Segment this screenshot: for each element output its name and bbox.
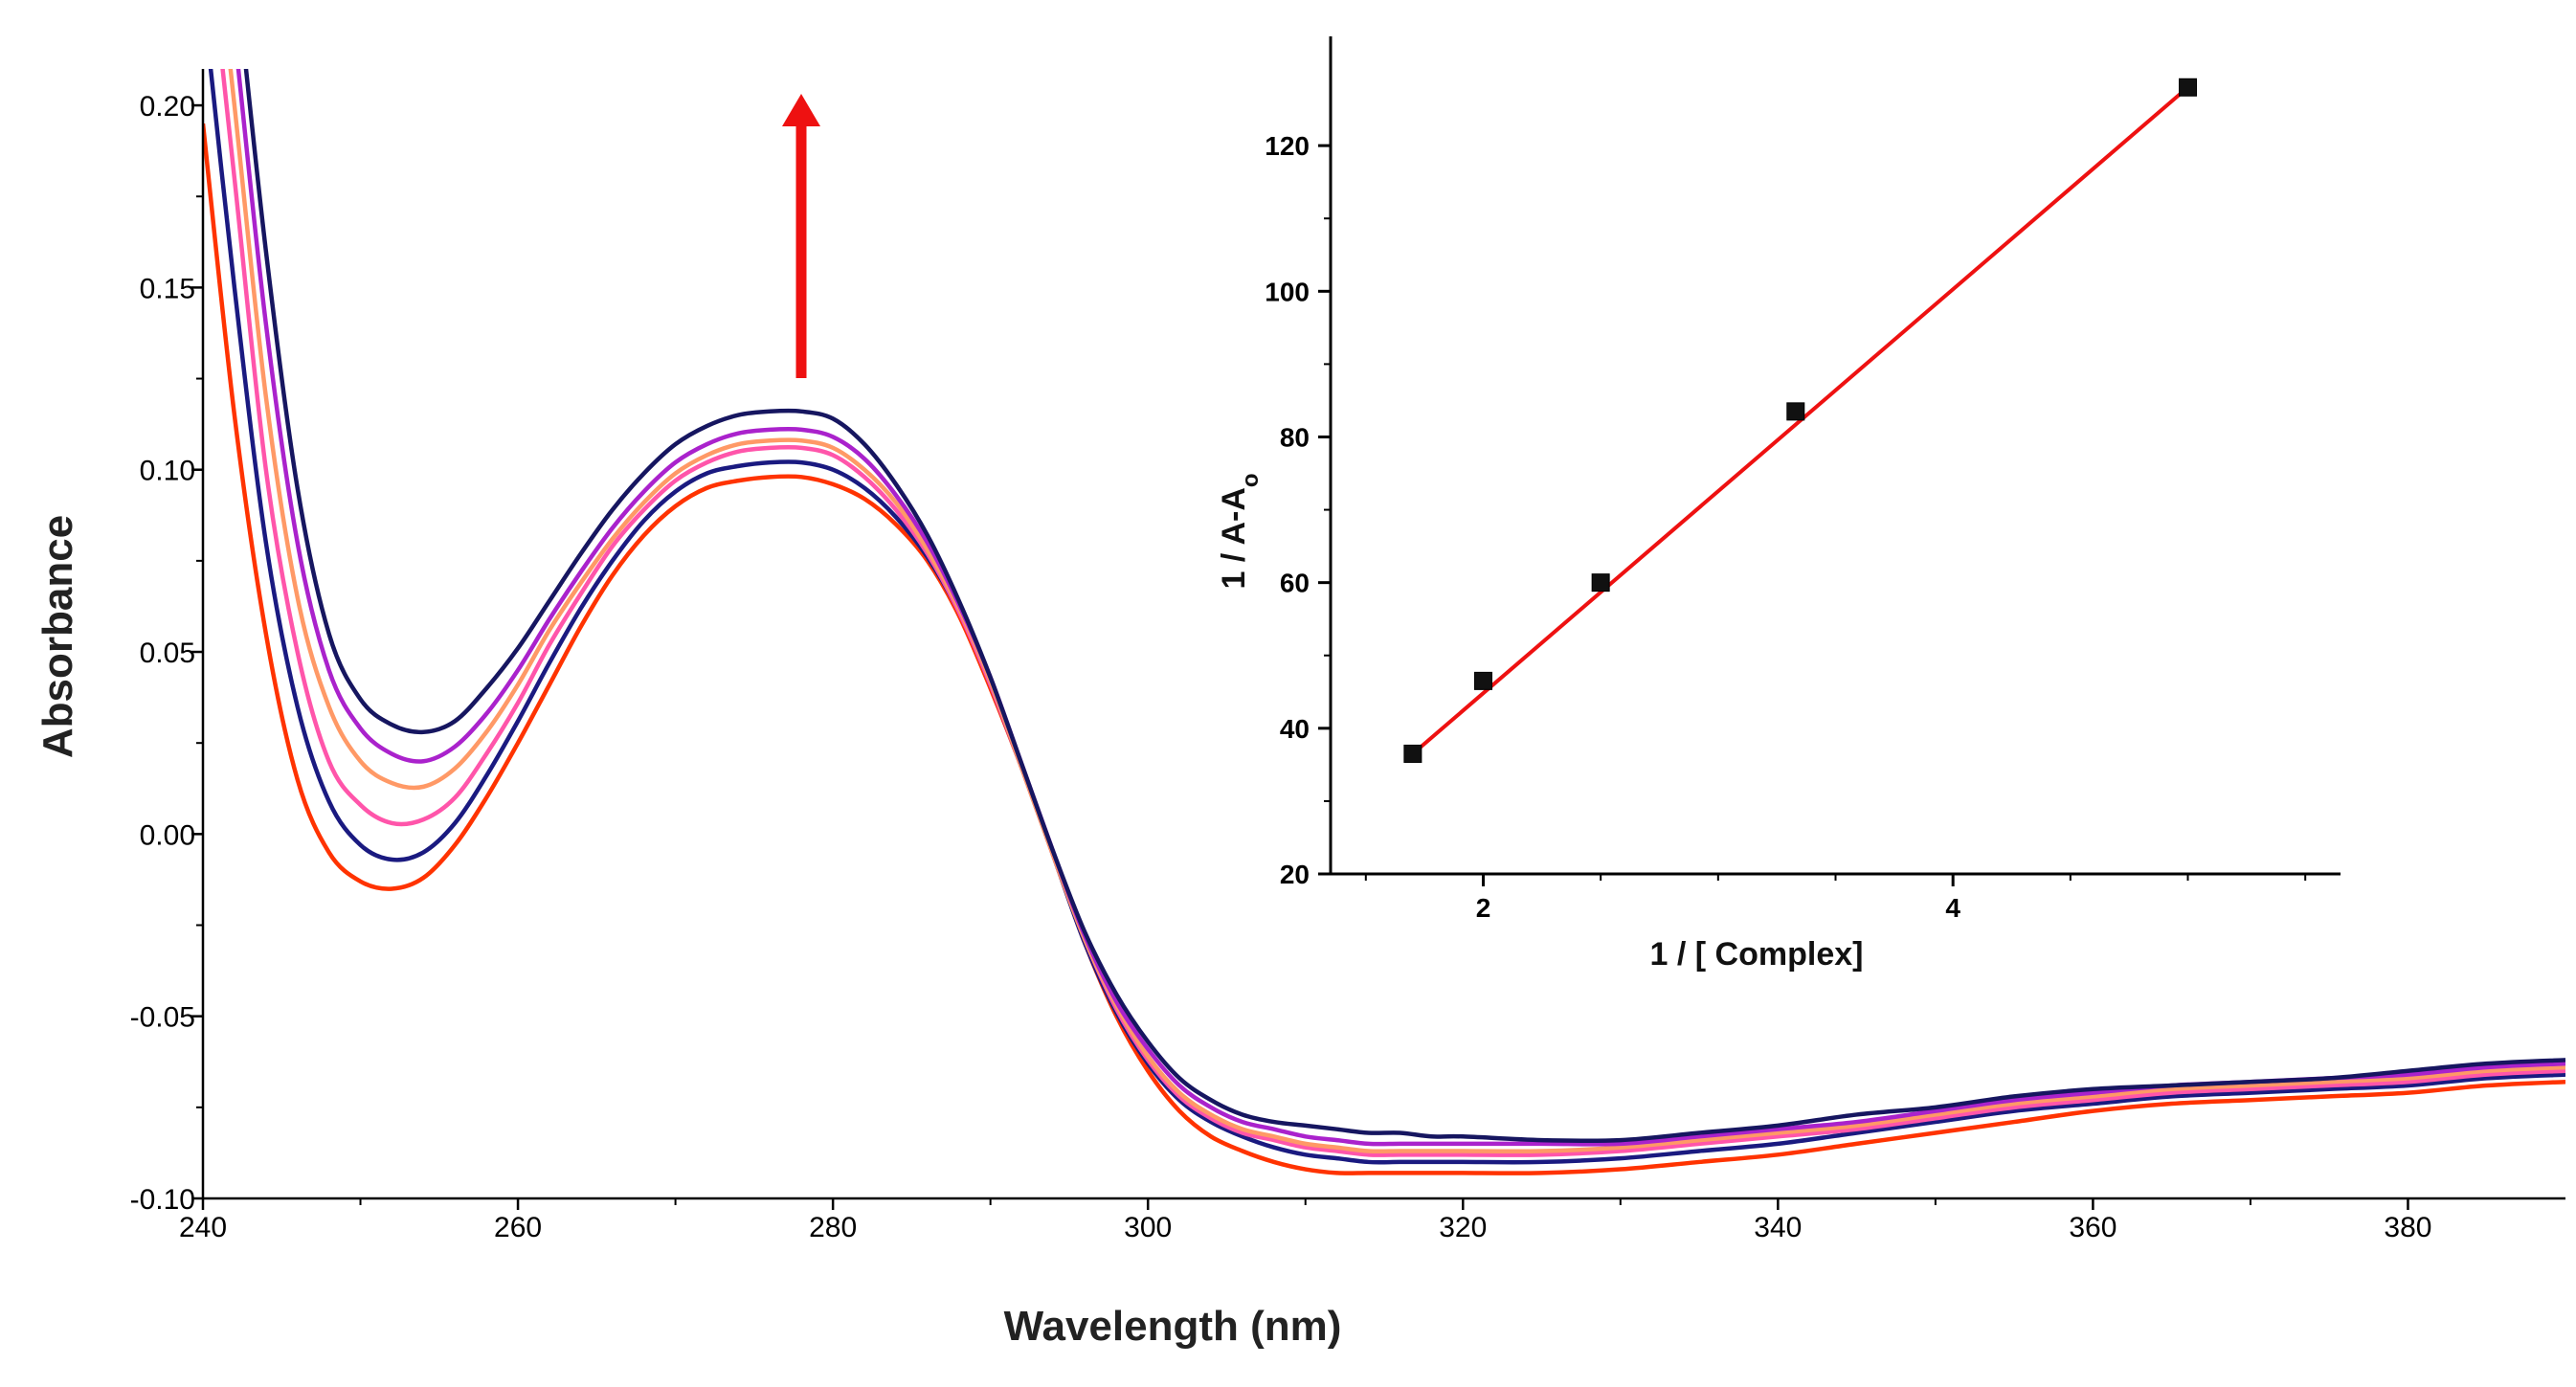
arrow-head [782, 94, 820, 126]
main-y-axis-title: Absorbance [34, 515, 81, 758]
inset-data-point [1403, 744, 1422, 763]
main-x-tick-label: 360 [2069, 1212, 2117, 1243]
main-series-line-6 [243, 69, 2565, 1144]
inset-y-tick-label: 40 [1280, 714, 1310, 744]
main-chart: 240 260 280 300 320 340 360 380-0.10-0.050.000.… [34, 69, 2565, 1350]
inset-y-tick-label: 20 [1280, 860, 1310, 889]
main-x-tick-label: 320 [1439, 1212, 1487, 1243]
main-y-tick-label: -0.05 [130, 1002, 195, 1034]
inset-points-group [1403, 78, 2198, 763]
inset-y-tick-label: 120 [1265, 131, 1310, 161]
inset-axes [1318, 36, 2341, 886]
main-x-tick-label: 240 [179, 1212, 227, 1243]
main-x-tick-label: 300 [1124, 1212, 1172, 1243]
up-arrow-annotation [782, 94, 820, 378]
inset-fit-line-group [1411, 85, 2189, 755]
inset-data-point [1473, 671, 1492, 690]
inset-x-tick-label: 2 [1476, 893, 1491, 923]
main-y-tick-label: 0.15 [140, 273, 195, 304]
inset-chart: 2 4 20 40 60 80 100 120 1 / [ Complex] 1 / A-Ao [1216, 36, 2341, 973]
inset-y-tick-label: 100 [1265, 277, 1310, 306]
inset-data-point [1591, 573, 1610, 593]
inset-y-tick-label: 60 [1280, 569, 1310, 598]
main-y-tick-label: -0.10 [130, 1184, 195, 1216]
main-axes [191, 69, 2565, 1210]
main-y-tick-label: 0.20 [140, 91, 195, 123]
main-series-group [203, 69, 2565, 1175]
inset-tick-labels: 2 4 20 40 60 80 100 120 [1265, 131, 1960, 923]
main-y-tick-label: 0.10 [140, 456, 195, 487]
inset-data-point [1786, 402, 1805, 421]
inset-y-axis-title: 1 / A-Ao [1216, 473, 1264, 589]
inset-fit-line [1411, 85, 2189, 755]
inset-data-point [2179, 78, 2198, 97]
main-y-tick-label: 0.05 [140, 638, 195, 669]
main-x-tick-label: 380 [2384, 1212, 2431, 1243]
main-x-tick-label: 280 [809, 1212, 857, 1243]
inset-y-axis-title-subscript: o [1238, 473, 1264, 487]
main-x-tick-label: 260 [494, 1212, 542, 1243]
main-x-axis-title: Wavelength (nm) [1004, 1303, 1342, 1350]
inset-x-axis-title: 1 / [ Complex] [1650, 936, 1864, 973]
main-x-tick-label: 340 [1754, 1212, 1802, 1243]
inset-y-tick-label: 80 [1280, 422, 1310, 452]
main-y-tick-label: 0.00 [140, 819, 195, 851]
inset-y-axis-title-main: 1 / A-A [1216, 487, 1252, 589]
main-tick-labels: 240 260 280 300 320 340 360 380-0.10-0.050.000.… [130, 91, 2432, 1243]
inset-x-tick-label: 4 [1945, 893, 1960, 923]
